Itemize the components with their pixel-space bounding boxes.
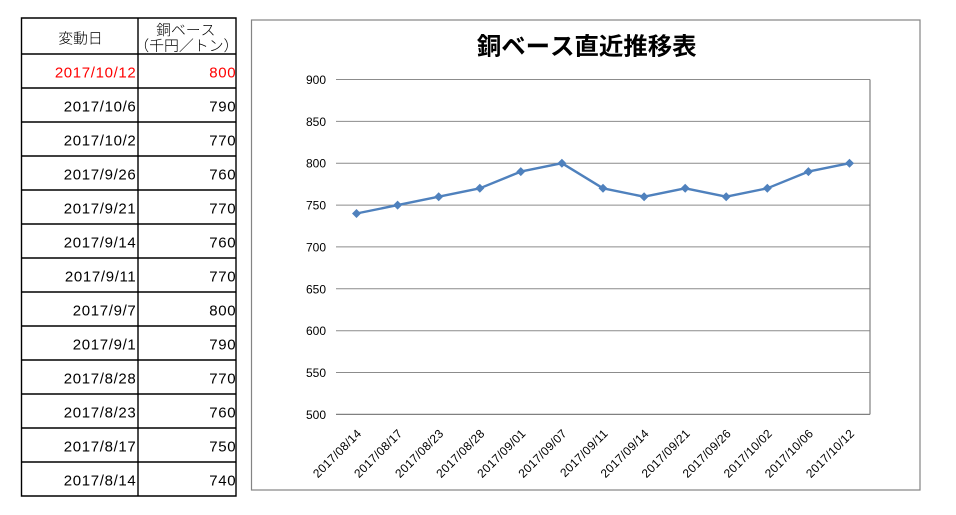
svg-text:760: 760 (209, 405, 236, 422)
svg-text:2017/9/14: 2017/9/14 (64, 235, 137, 252)
svg-text:2017/9/11: 2017/9/11 (65, 269, 136, 286)
svg-text:600: 600 (306, 324, 326, 338)
svg-text:750: 750 (209, 439, 236, 456)
svg-text:2017/10/12: 2017/10/12 (55, 65, 137, 82)
svg-text:770: 770 (209, 201, 236, 218)
svg-text:770: 770 (209, 133, 236, 150)
svg-text:500: 500 (306, 408, 326, 422)
svg-text:760: 760 (209, 167, 236, 184)
svg-text:2017/10/2: 2017/10/2 (64, 133, 137, 150)
svg-text:700: 700 (306, 240, 326, 254)
svg-text:2017/9/7: 2017/9/7 (73, 303, 137, 320)
svg-text:2017/9/21: 2017/9/21 (64, 201, 137, 218)
svg-text:2017/8/14: 2017/8/14 (64, 473, 137, 490)
svg-text:790: 790 (209, 337, 236, 354)
svg-text:2017/9/1: 2017/9/1 (73, 337, 137, 354)
svg-text:2017/10/6: 2017/10/6 (64, 99, 137, 116)
svg-text:900: 900 (306, 73, 326, 87)
svg-text:2017/8/23: 2017/8/23 (64, 405, 137, 422)
svg-text:2017/9/26: 2017/9/26 (64, 167, 137, 184)
svg-text:800: 800 (306, 157, 326, 171)
svg-text:2017/8/28: 2017/8/28 (64, 371, 137, 388)
svg-text:850: 850 (306, 115, 326, 129)
svg-text:760: 760 (209, 235, 236, 252)
svg-text:740: 740 (209, 473, 236, 490)
svg-text:750: 750 (306, 199, 326, 213)
svg-text:790: 790 (209, 99, 236, 116)
svg-text:800: 800 (209, 65, 236, 82)
svg-text:2017/8/17: 2017/8/17 (64, 439, 137, 456)
svg-text:650: 650 (306, 282, 326, 296)
svg-text:770: 770 (209, 371, 236, 388)
svg-text:800: 800 (209, 303, 236, 320)
svg-text:770: 770 (209, 269, 236, 286)
svg-text:550: 550 (306, 366, 326, 380)
